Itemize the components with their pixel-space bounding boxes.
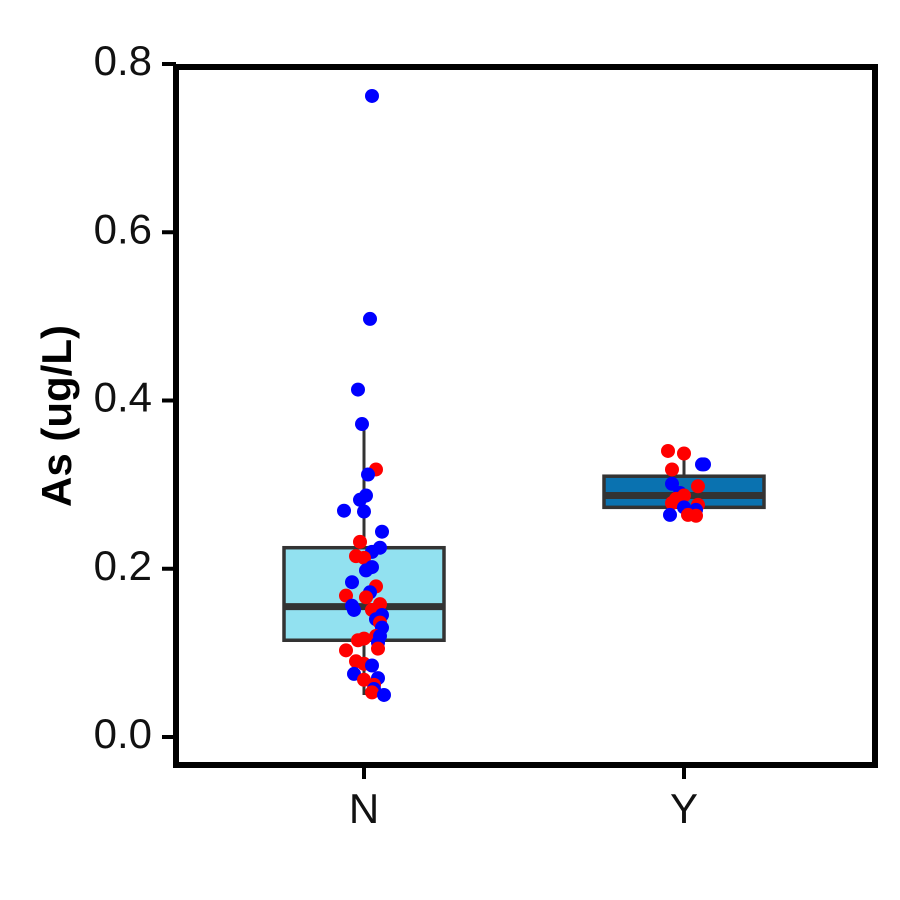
data-point (697, 457, 711, 472)
data-point (365, 88, 379, 103)
data-point (375, 524, 389, 539)
x-tick-label: Y (670, 785, 698, 832)
data-point (663, 507, 677, 522)
data-point (365, 685, 379, 700)
data-point (357, 550, 371, 565)
data-point (345, 575, 359, 590)
data-point (691, 479, 705, 494)
y-tick-label: 0.4 (94, 374, 152, 421)
data-point (351, 382, 365, 397)
data-point (351, 633, 365, 648)
data-point (359, 590, 373, 605)
data-point (337, 503, 351, 518)
data-point (363, 311, 377, 326)
data-point (371, 641, 385, 656)
data-point (689, 508, 703, 523)
y-axis-title: As (ug/L) (33, 325, 80, 507)
data-point (339, 588, 353, 603)
y-axis: 0.0 0.2 0.4 0.6 0.8 (94, 37, 176, 757)
data-point (357, 504, 371, 519)
data-point (377, 687, 391, 702)
x-tick-label: N (349, 785, 379, 832)
data-point (365, 658, 379, 673)
y-tick-label: 0.2 (94, 542, 152, 589)
data-point (353, 492, 367, 507)
plot-panel-border (173, 64, 878, 768)
y-tick-label: 0.8 (94, 37, 152, 84)
data-point (359, 563, 373, 578)
y-tick-label: 0.0 (94, 710, 152, 757)
data-point (661, 443, 675, 458)
data-point (361, 467, 375, 482)
data-point (665, 476, 679, 491)
data-point (347, 602, 361, 617)
data-point (353, 534, 367, 549)
data-point (339, 643, 353, 658)
data-point (665, 496, 679, 511)
data-point (355, 417, 369, 432)
data-point (665, 462, 679, 477)
data-point (677, 446, 691, 461)
points-layer (337, 88, 711, 702)
y-tick-label: 0.6 (94, 205, 152, 252)
